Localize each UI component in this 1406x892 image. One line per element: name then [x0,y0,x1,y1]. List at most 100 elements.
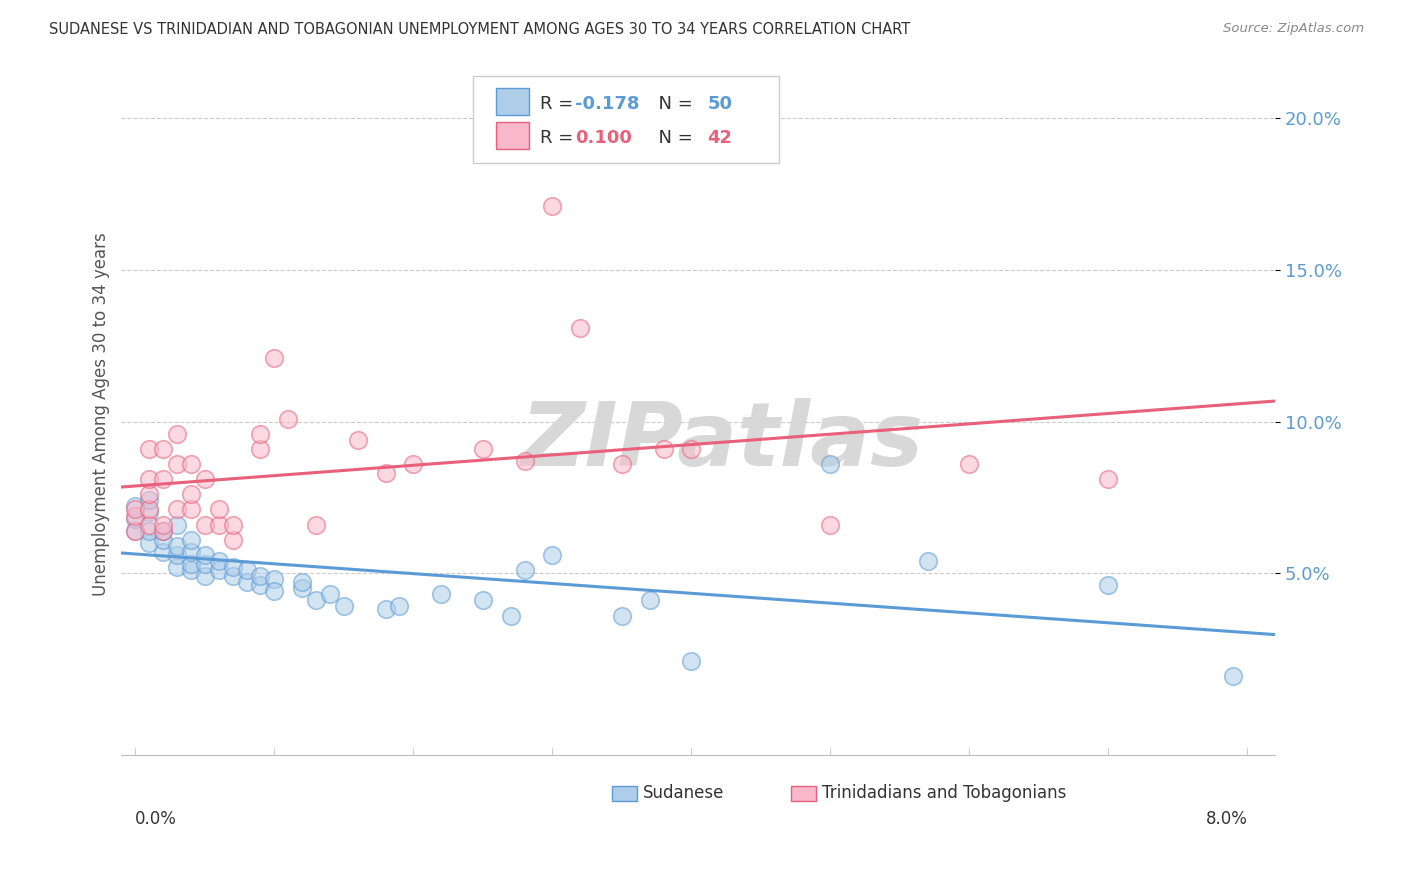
Point [305,517,328,532]
Point [124,502,146,516]
Point [681,442,703,456]
Point [166,548,188,562]
Text: 8.0%: 8.0% [1205,810,1247,828]
Point [194,517,217,532]
Bar [496,88,529,115]
Point [471,593,494,607]
Point [221,533,243,547]
Text: -0.178: -0.178 [575,95,640,113]
Text: N =: N = [648,129,699,147]
Point [541,548,564,562]
Point [221,517,243,532]
Y-axis label: Unemployment Among Ages 30 to 34 years: Unemployment Among Ages 30 to 34 years [93,232,110,596]
Point [166,426,188,441]
Point [820,517,842,532]
Point [917,554,939,568]
Point [152,517,174,532]
Text: 0.0%: 0.0% [135,810,177,828]
Point [152,472,174,486]
Point [513,563,536,577]
Point [249,442,271,456]
Point [138,472,160,486]
FancyBboxPatch shape [474,76,779,163]
Point [277,411,299,425]
Point [221,569,243,583]
Point [1097,472,1119,486]
Point [194,569,217,583]
Point [166,457,188,471]
Point [820,457,842,471]
Point [138,502,160,516]
Point [249,426,271,441]
Text: Source: ZipAtlas.com: Source: ZipAtlas.com [1223,22,1364,36]
Point [138,506,160,520]
Point [180,502,202,516]
Point [346,433,368,447]
Point [138,524,160,538]
Bar [496,122,529,149]
Point [374,602,396,616]
Point [166,502,188,516]
Point [388,599,411,614]
Point [499,608,522,623]
Point [1222,669,1244,683]
Point [681,654,703,668]
Point [138,517,160,532]
Bar [790,786,815,801]
Text: SUDANESE VS TRINIDADIAN AND TOBAGONIAN UNEMPLOYMENT AMONG AGES 30 TO 34 YEARS CO: SUDANESE VS TRINIDADIAN AND TOBAGONIAN U… [49,22,911,37]
Point [513,454,536,468]
Point [138,442,160,456]
Point [235,575,257,590]
Point [235,563,257,577]
Point [180,533,202,547]
Text: 0.100: 0.100 [575,129,631,147]
Point [569,320,592,334]
Point [208,502,231,516]
Point [319,587,342,601]
Point [291,575,314,590]
Text: R =: R = [540,95,579,113]
Point [152,533,174,547]
Point [291,582,314,596]
Point [221,560,243,574]
Point [124,511,146,525]
Point [430,587,453,601]
Point [152,524,174,538]
Text: 50: 50 [707,95,733,113]
Point [180,487,202,501]
Point [263,351,285,365]
Point [152,545,174,559]
Point [610,608,633,623]
Text: 42: 42 [707,129,733,147]
Point [208,563,231,577]
Point [180,545,202,559]
Text: Trinidadians and Tobagonians: Trinidadians and Tobagonians [821,784,1066,802]
Point [194,548,217,562]
Text: Sudanese: Sudanese [643,784,724,802]
Point [124,500,146,514]
Point [124,524,146,538]
Point [374,466,396,480]
Point [166,517,188,532]
Point [138,487,160,501]
Point [638,593,661,607]
Text: ZIPatlas: ZIPatlas [520,398,922,484]
Point [249,569,271,583]
Point [124,508,146,523]
Point [305,593,328,607]
Point [249,578,271,592]
Point [152,524,174,538]
Point [180,557,202,571]
Point [471,442,494,456]
Point [402,457,425,471]
Text: R =: R = [540,129,579,147]
Point [138,536,160,550]
Point [180,563,202,577]
Point [652,442,675,456]
Point [194,472,217,486]
Point [124,524,146,538]
Point [263,584,285,599]
Point [180,457,202,471]
Point [957,457,980,471]
Point [333,599,356,614]
